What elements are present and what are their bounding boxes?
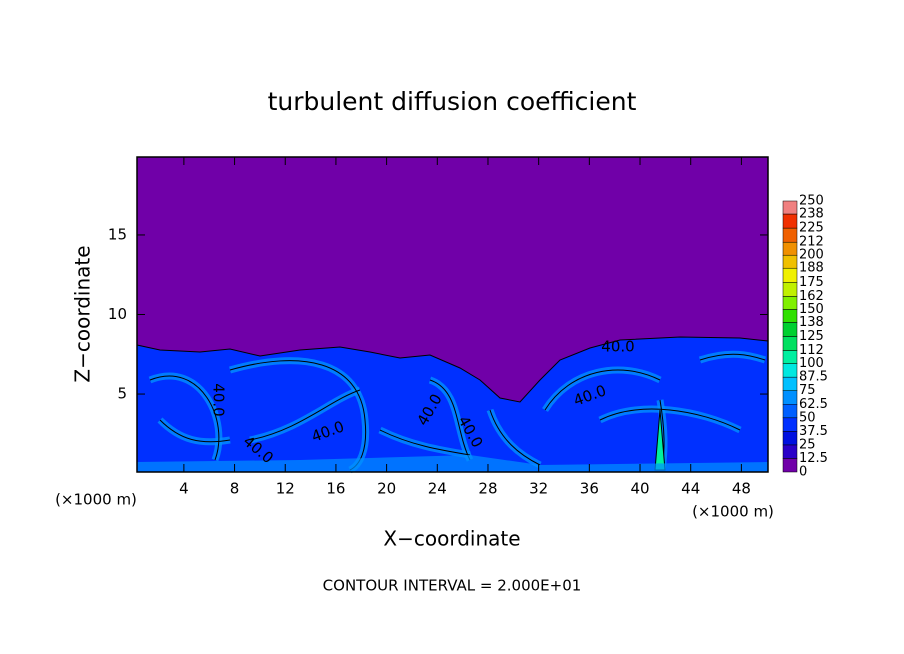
x-tick-label: 28 [478, 480, 497, 498]
colorbar-label: 150 [799, 302, 824, 317]
colorbar-label: 37.5 [799, 424, 828, 439]
x-tick-label: 12 [276, 480, 295, 498]
field-contour [379, 429, 471, 456]
colorbar-swatch [782, 336, 798, 351]
colorbar-label: 125 [799, 329, 824, 344]
colorbar-swatch [782, 376, 798, 391]
colorbar-swatch [782, 322, 798, 337]
x-unit-label: (×1000 m) [692, 503, 774, 521]
x-tick-label: 20 [377, 480, 396, 498]
y-axis-title: Z−coordinate [71, 245, 95, 382]
x-tick-label: 36 [580, 480, 599, 498]
colorbar-swatch [782, 417, 798, 432]
colorbar-swatch [782, 363, 798, 378]
colorbar-label: 50 [799, 410, 816, 425]
y-tick-label: 15 [108, 225, 127, 243]
colorbar-label: 87.5 [799, 370, 828, 385]
x-tick-label: 4 [179, 480, 189, 498]
chart-title: turbulent diffusion coefficient [268, 87, 637, 116]
colorbar-swatch [782, 282, 798, 297]
colorbar-swatch [782, 296, 798, 310]
field-contour [429, 379, 471, 461]
colorbar-label: 12.5 [799, 451, 828, 466]
colorbar-swatch [782, 404, 798, 419]
field-contour [599, 408, 741, 431]
field-contour [149, 375, 220, 461]
x-tick-label: 24 [428, 480, 447, 498]
colorbar-swatch [782, 200, 798, 215]
colorbar-label: 75 [799, 383, 816, 398]
x-tick-label: 16 [326, 480, 345, 498]
y-tick-label: 5 [117, 385, 127, 403]
colorbar-label: 100 [799, 356, 824, 371]
colorbar-swatch [782, 458, 798, 473]
colorbar-label: 162 [799, 289, 824, 304]
colorbar-label: 62.5 [799, 397, 828, 412]
colorbar-swatch [782, 241, 798, 256]
x-axis-title: X−coordinate [383, 527, 520, 551]
contour-label: 40.0 [601, 338, 634, 356]
colorbar-label: 188 [799, 261, 824, 276]
field-contour [489, 409, 541, 466]
colorbar-label: 212 [799, 235, 824, 250]
colorbar-label: 238 [799, 207, 824, 222]
contour-field [136, 157, 769, 474]
field-contour [159, 419, 231, 443]
field-contour [229, 360, 367, 471]
colorbar-swatch [782, 309, 798, 323]
colorbar-swatch [782, 431, 798, 446]
field-contour [699, 353, 766, 361]
contour-label: 40.0 [210, 383, 228, 416]
colorbar-label: 225 [799, 221, 824, 236]
x-tick-label: 40 [630, 480, 649, 498]
colorbar-label: 112 [799, 343, 824, 358]
colorbar-label: 175 [799, 275, 824, 290]
x-tick-label: 8 [230, 480, 240, 498]
colorbar-swatch [782, 350, 798, 364]
field-contour [544, 369, 661, 411]
colorbar-label: 250 [799, 194, 824, 209]
colorbar-swatch [782, 390, 798, 405]
x-tick-label: 44 [681, 480, 700, 498]
footnote: CONTOUR INTERVAL = 2.000E+01 [323, 577, 582, 595]
x-tick-label: 32 [529, 480, 548, 498]
colorbar-swatch [782, 254, 798, 269]
colorbar-label: 25 [799, 437, 816, 452]
colorbar-swatch [782, 227, 798, 243]
colorbar-swatch [782, 444, 798, 459]
y-unit-label: (×1000 m) [55, 491, 137, 509]
colorbar-swatch [782, 267, 798, 283]
colorbar-label: 200 [799, 248, 824, 263]
field-contour [249, 389, 361, 441]
y-tick-label: 10 [108, 305, 127, 323]
x-tick-label: 48 [732, 480, 751, 498]
field-floor [137, 455, 768, 472]
colorbar-swatch [782, 213, 798, 229]
colorbar-label: 138 [799, 315, 824, 330]
colorbar-label: 0 [799, 465, 807, 480]
